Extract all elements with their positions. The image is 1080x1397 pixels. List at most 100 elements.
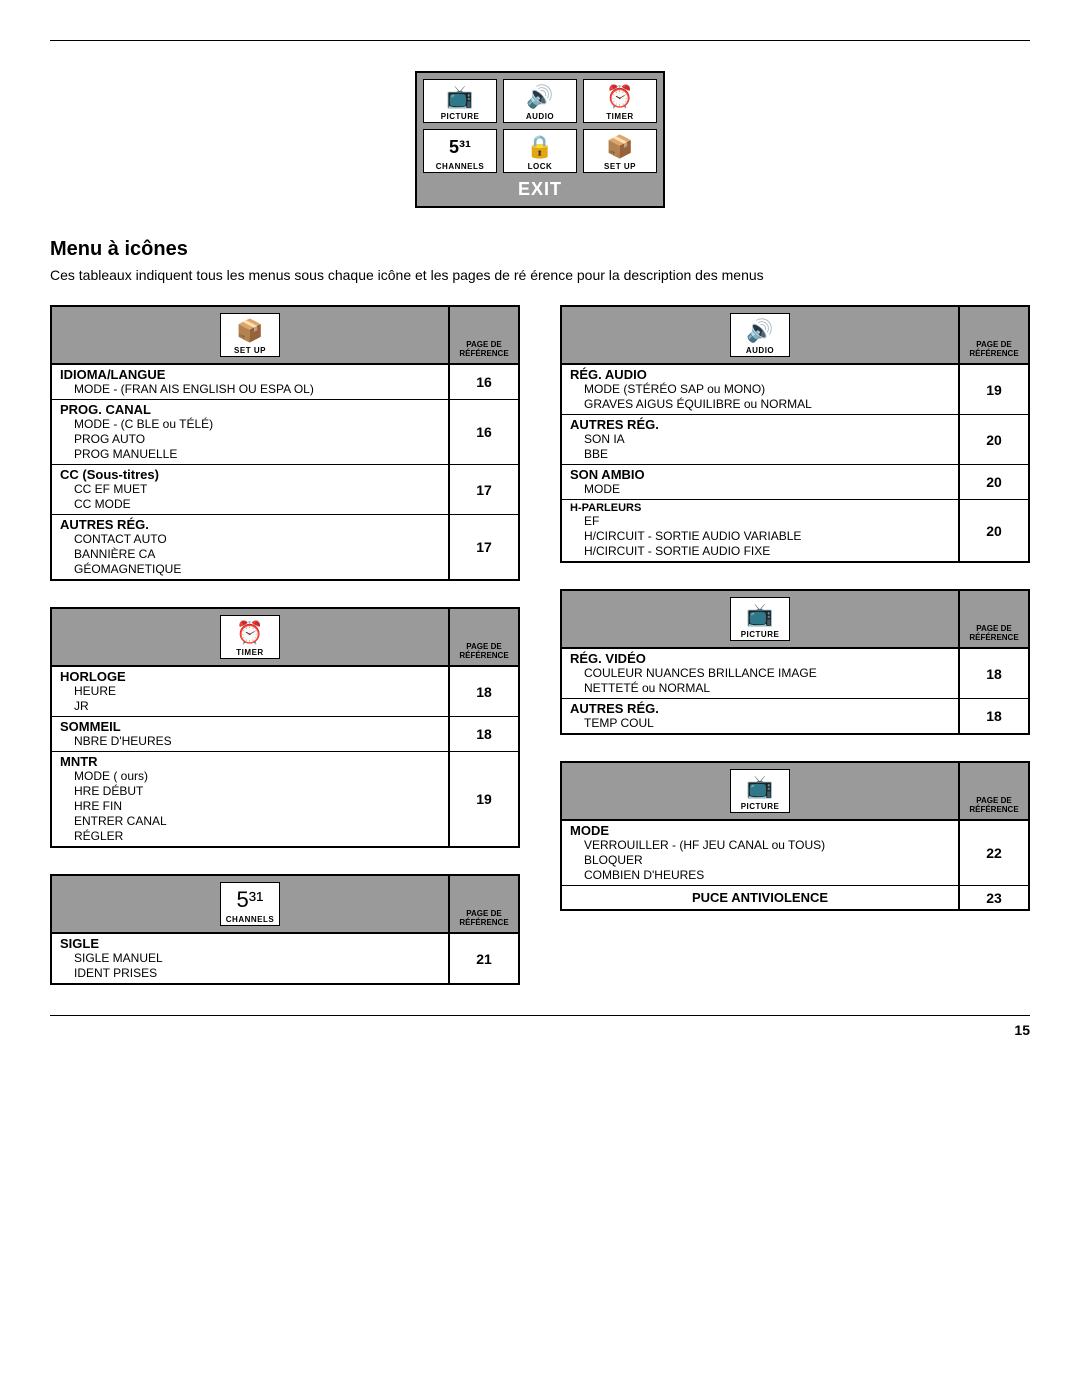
table-audio: 🔊AUDIOPAGE DERÉFÉRENCERÉG. AUDIOMODE (ST… — [560, 305, 1030, 563]
row-title: AUTRES RÉG. — [60, 517, 442, 532]
header-icon: 📺PICTURE — [730, 597, 790, 641]
exit-button[interactable]: EXIT — [423, 179, 657, 200]
header-icon: 5³¹CHANNELS — [220, 882, 280, 926]
row-subitem: VERROUILLER - (HF JEU CANAL ou TOUS) — [570, 838, 952, 853]
header-icon-caption: TIMER — [221, 648, 279, 657]
table-channels: 5³¹CHANNELSPAGE DERÉFÉRENCESIGLESIGLE MA… — [50, 874, 520, 985]
row-title: SOMMEIL — [60, 719, 442, 734]
table-header: 📺PICTUREPAGE DERÉFÉRENCE — [562, 591, 1028, 649]
row-title: H-PARLEURS — [570, 502, 952, 514]
row-subitem: IDENT PRISES — [60, 966, 442, 981]
row-subitem: EF — [570, 514, 952, 529]
table-row: AUTRES RÉG.SON IABBE20 — [562, 415, 1028, 465]
table-row: MODEVERROUILLER - (HF JEU CANAL ou TOUS)… — [562, 821, 1028, 886]
header-icon: ⏰TIMER — [220, 615, 280, 659]
row-page: 23 — [958, 886, 1028, 909]
header-icon-caption: CHANNELS — [221, 915, 279, 924]
header-icon: 📺PICTURE — [730, 769, 790, 813]
row-subitem: HEURE — [60, 684, 442, 699]
table-header: 📦SET UP PAGE DERÉFÉRENCE — [52, 307, 518, 365]
row-page: 19 — [958, 365, 1028, 414]
speaker-icon: 🔊 — [504, 82, 576, 112]
row-subitem: BLOQUER — [570, 853, 952, 868]
icon-menu-panel: 📺 PICTURE 🔊 AUDIO ⏰ TIMER 5³¹ CHANNELS 🔒… — [415, 71, 665, 208]
header-icon-caption: SET UP — [221, 346, 279, 355]
row-subitem: CC EF MUET — [60, 482, 442, 497]
table-row: SOMMEILNBRE D'HEURES18 — [52, 717, 518, 752]
page-ref-header: PAGE DERÉFÉRENCE — [448, 609, 518, 665]
table-row: RÉG. VIDÉOCOULEUR NUANCES BRILLANCE IMAG… — [562, 649, 1028, 699]
row-subitem: PROG MANUELLE — [60, 447, 442, 462]
row-subitem: MODE ( ours) — [60, 769, 442, 784]
icon-caption: SET UP — [584, 162, 656, 171]
section-description: Ces tableaux indiquent tous les menus so… — [50, 267, 1030, 283]
row-title-cell: IDIOMA/LANGUEMODE - (FRAN AIS ENGLISH OU… — [52, 365, 448, 399]
header-icon-caption: PICTURE — [731, 802, 789, 811]
header-glyph-icon: 📺 — [731, 772, 789, 802]
icon-timer[interactable]: ⏰ TIMER — [583, 79, 657, 123]
row-title: RÉG. VIDÉO — [570, 651, 952, 666]
row-page: 16 — [448, 365, 518, 399]
table-row: PUCE ANTIVIOLENCE23 — [562, 886, 1028, 909]
row-title-cell: MNTRMODE ( ours)HRE DÉBUTHRE FINENTRER C… — [52, 752, 448, 846]
icon-setup[interactable]: 📦 SET UP — [583, 129, 657, 173]
header-icon: 📦SET UP — [220, 313, 280, 357]
row-title-cell: AUTRES RÉG.SON IABBE — [562, 415, 958, 464]
header-icon-slot: 📺PICTURE — [562, 591, 958, 647]
row-title-cell: HORLOGEHEUREJR — [52, 667, 448, 716]
header-icon-slot: 🔊AUDIO — [562, 307, 958, 363]
row-page: 18 — [448, 717, 518, 751]
icon-caption: LOCK — [504, 162, 576, 171]
row-subitem: BBE — [570, 447, 952, 462]
row-page: 20 — [958, 415, 1028, 464]
table-row: SON AMBIOMODE20 — [562, 465, 1028, 500]
row-subitem: RÉGLER — [60, 829, 442, 844]
table-row: RÉG. AUDIOMODE (STÉRÉO SAP ou MONO)GRAVE… — [562, 365, 1028, 415]
lock-icon: 🔒 — [504, 132, 576, 162]
row-page: 20 — [958, 500, 1028, 561]
table-row: MNTRMODE ( ours)HRE DÉBUTHRE FINENTRER C… — [52, 752, 518, 846]
row-subitem: ENTRER CANAL — [60, 814, 442, 829]
icon-caption: TIMER — [584, 112, 656, 121]
page-ref-header: PAGE DERÉFÉRENCE — [448, 307, 518, 363]
row-subitem: GÉOMAGNETIQUE — [60, 562, 442, 577]
header-icon-slot: 📦SET UP — [52, 307, 448, 363]
row-page: 20 — [958, 465, 1028, 499]
icon-picture[interactable]: 📺 PICTURE — [423, 79, 497, 123]
table-header: 5³¹CHANNELSPAGE DERÉFÉRENCE — [52, 876, 518, 934]
clock-icon: ⏰ — [584, 82, 656, 112]
page-ref-header: PAGE DERÉFÉRENCE — [958, 763, 1028, 819]
tv-icon: 📺 — [424, 82, 496, 112]
row-subitem: BANNIÈRE CA — [60, 547, 442, 562]
icon-caption: CHANNELS — [424, 162, 496, 171]
section-title: Menu à icônes — [50, 238, 1030, 261]
bottom-rule — [50, 1015, 1030, 1016]
row-page: 18 — [958, 649, 1028, 698]
table-header: 📺PICTURE PAGE DERÉFÉRENCE — [562, 763, 1028, 821]
row-page: 16 — [448, 400, 518, 464]
icon-caption: PICTURE — [424, 112, 496, 121]
page-ref-header: PAGE DERÉFÉRENCE — [958, 307, 1028, 363]
table-header: 🔊AUDIOPAGE DERÉFÉRENCE — [562, 307, 1028, 365]
channels-icon: 5³¹ — [424, 132, 496, 162]
table-header: ⏰TIMER PAGE DERÉFÉRENCE — [52, 609, 518, 667]
row-title: CC (Sous-titres) — [60, 467, 442, 482]
row-subitem: NBRE D'HEURES — [60, 734, 442, 749]
icon-lock[interactable]: 🔒 LOCK — [503, 129, 577, 173]
row-subitem: COULEUR NUANCES BRILLANCE IMAGE — [570, 666, 952, 681]
header-glyph-icon: 🔊 — [731, 316, 789, 346]
columns-wrap: 📦SET UPPAGE DERÉFÉRENCEIDIOMA/LANGUEMODE… — [50, 305, 1030, 985]
row-subitem: NETTETÉ ou NORMAL — [570, 681, 952, 696]
setup-icon: 📦 — [584, 132, 656, 162]
table-row: AUTRES RÉG.CONTACT AUTOBANNIÈRE CAGÉOMAG… — [52, 515, 518, 579]
table-row: SIGLESIGLE MANUELIDENT PRISES21 — [52, 934, 518, 983]
row-title: AUTRES RÉG. — [570, 701, 952, 716]
table-row: PROG. CANALMODE - (C BLE ou TÉLÉ)PROG AU… — [52, 400, 518, 465]
header-icon-slot: 5³¹CHANNELS — [52, 876, 448, 932]
icon-channels[interactable]: 5³¹ CHANNELS — [423, 129, 497, 173]
header-glyph-icon: 📦 — [221, 316, 279, 346]
row-subitem: SON IA — [570, 432, 952, 447]
row-title-cell: SOMMEILNBRE D'HEURES — [52, 717, 448, 751]
icon-audio[interactable]: 🔊 AUDIO — [503, 79, 577, 123]
row-title-cell: MODEVERROUILLER - (HF JEU CANAL ou TOUS)… — [562, 821, 958, 885]
